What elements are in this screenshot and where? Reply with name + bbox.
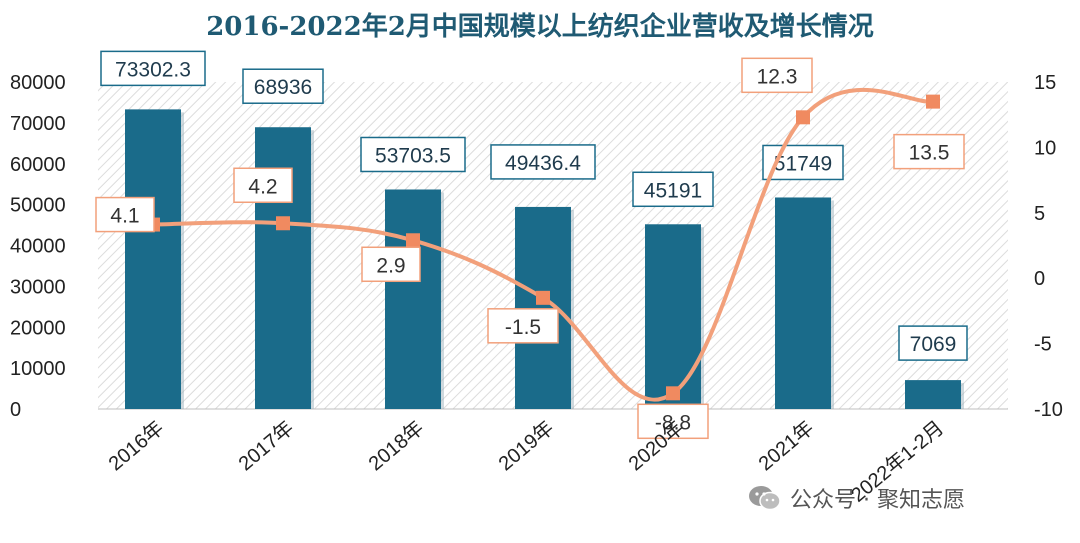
- left-tick-label: 10000: [10, 358, 66, 380]
- bar-data-label: 7069: [898, 325, 968, 361]
- bar: [515, 206, 571, 409]
- growth-label-box: [741, 57, 813, 94]
- bar-label-text: 7069: [910, 333, 957, 356]
- growth-line: 4.1 4.2 2.9 -1.5 -8.8 12.3 13.5: [95, 57, 965, 440]
- growth-data-label: -8.8: [637, 403, 709, 440]
- left-tick-label: 50000: [10, 195, 66, 217]
- bar-label-box: [100, 50, 206, 87]
- bar-label-box: [898, 325, 968, 361]
- growth-label-box: [95, 196, 155, 233]
- bars: 73302.3 68936 53703.5 49436.4 45191 51749 7069: [100, 50, 968, 410]
- bar-label-text: 45191: [644, 179, 702, 202]
- growth-marker: [276, 216, 290, 231]
- category-label: 2016年: [104, 416, 168, 475]
- growth-marker: [796, 110, 810, 125]
- growth-data-label: 4.2: [233, 167, 293, 204]
- growth-label-text: 4.2: [248, 175, 277, 198]
- bar-data-label: 53703.5: [360, 136, 466, 173]
- right-tick-label: -5: [1034, 334, 1052, 356]
- left-axis: 0 10000 20000 30000 40000 50000 60000 70000 8000…: [10, 72, 66, 421]
- growth-data-label: -1.5: [487, 308, 559, 344]
- growth-label-box: [893, 133, 965, 170]
- growth-data-label: 2.9: [361, 246, 421, 283]
- left-tick-label: 80000: [10, 72, 66, 94]
- bar-label-box: [242, 68, 324, 104]
- bar-data-label: 73302.3: [100, 50, 206, 87]
- growth-label-text: 13.5: [909, 142, 950, 165]
- bar-label-text: 51749: [774, 152, 832, 175]
- bar-label-text: 68936: [254, 76, 312, 99]
- bar: [125, 109, 181, 410]
- growth-marker: [666, 386, 680, 401]
- category-label: 2018年: [364, 416, 428, 475]
- growth-marker: [536, 290, 550, 305]
- growth-label-text: 4.1: [110, 205, 139, 228]
- bar: [385, 189, 441, 409]
- left-tick-label: 0: [10, 399, 21, 421]
- watermark: 公众号 · 聚知志愿: [748, 482, 965, 514]
- growth-label-text: -8.8: [655, 411, 691, 434]
- category-label: 2021年: [754, 416, 818, 475]
- growth-label-box: [233, 167, 293, 204]
- growth-label-text: 12.3: [757, 65, 798, 88]
- right-tick-label: 10: [1034, 137, 1056, 159]
- category-label: 2017年: [234, 416, 298, 475]
- right-tick-label: 0: [1034, 268, 1045, 290]
- bar: [645, 224, 701, 409]
- growth-label-box: [361, 246, 421, 283]
- right-tick-label: 15: [1034, 72, 1056, 94]
- left-tick-label: 30000: [10, 276, 66, 298]
- bar: [905, 380, 961, 409]
- bar-label-text: 73302.3: [115, 58, 191, 81]
- growth-label-box: [637, 403, 709, 440]
- bar-data-label: 51749: [762, 144, 844, 181]
- right-tick-label: -10: [1034, 399, 1063, 421]
- bar-label-box: [490, 144, 596, 180]
- bar-label-text: 53703.5: [375, 144, 451, 167]
- right-axis: -10 -5 0 5 10 15: [1034, 72, 1063, 421]
- wechat-icon: [748, 485, 782, 511]
- growth-data-label: 4.1: [95, 196, 155, 233]
- growth-data-label: 13.5: [893, 133, 965, 170]
- left-tick-label: 70000: [10, 113, 66, 135]
- bar-label-text: 49436.4: [505, 152, 581, 175]
- watermark-text: 公众号 · 聚知志愿: [790, 488, 965, 513]
- chart-title: 2016-2022年2月中国规模以上纺织企业营收及增长情况: [206, 12, 874, 42]
- growth-label-text: -1.5: [505, 316, 541, 339]
- left-tick-label: 20000: [10, 317, 66, 339]
- growth-data-label: 12.3: [741, 57, 813, 94]
- bar-label-box: [360, 136, 466, 173]
- left-tick-label: 60000: [10, 154, 66, 176]
- growth-marker: [926, 94, 940, 109]
- growth-marker: [406, 233, 420, 248]
- category-label: 2019年: [494, 416, 558, 475]
- growth-label-text: 2.9: [376, 254, 405, 277]
- right-tick-label: 5: [1034, 203, 1045, 225]
- left-tick-label: 40000: [10, 236, 66, 258]
- bar: [775, 197, 831, 409]
- bar-data-label: 49436.4: [490, 144, 596, 180]
- bar-data-label: 68936: [242, 68, 324, 104]
- bar-label-box: [632, 171, 714, 208]
- bar-data-label: 45191: [632, 171, 714, 208]
- growth-label-box: [487, 308, 559, 344]
